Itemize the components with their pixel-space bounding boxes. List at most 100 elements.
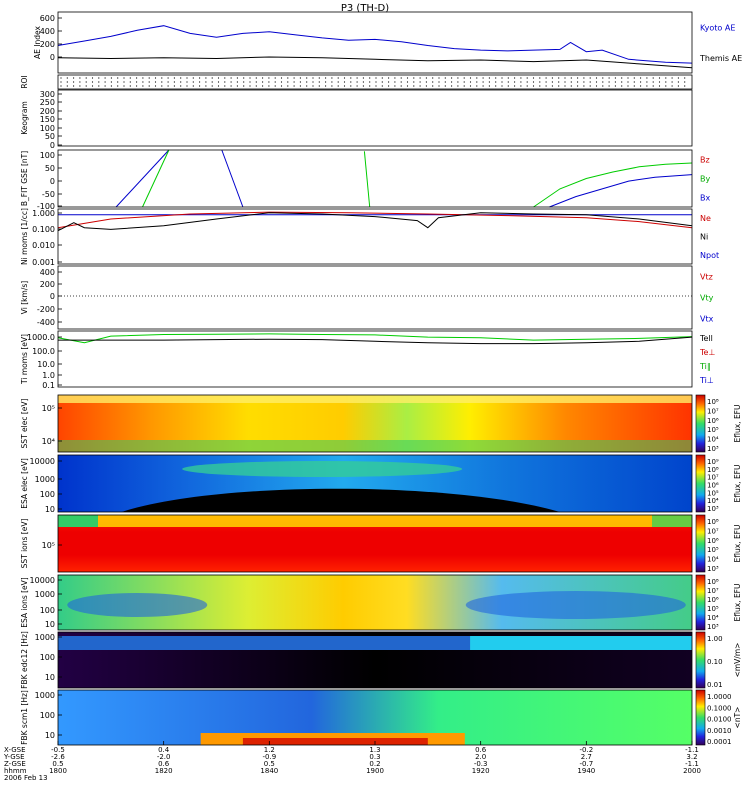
legend-ni: Ni xyxy=(700,233,708,242)
colorbar-tick: 1.0000 xyxy=(707,693,732,701)
y-tick-label: -100 xyxy=(37,202,55,211)
legend-bx: Bx xyxy=(700,194,710,203)
roi-dot xyxy=(217,81,220,83)
roi-dot xyxy=(621,81,623,83)
legend-vtx: Vtx xyxy=(700,315,714,324)
roi-dot xyxy=(640,77,642,79)
panel-fbk-b: 1000 100 10 FBK scm1 [Hz] 1.0000 0.1000 0.0100… xyxy=(20,689,742,746)
roi-dot xyxy=(463,77,465,79)
panel-frame xyxy=(57,631,693,689)
roi-dot xyxy=(343,85,346,87)
panel-fbk-e: 1000 100 10 FBK edc12 [Hz] 1.00 0.10 0.01 <mV/m… xyxy=(20,631,742,689)
roi-dot xyxy=(236,85,238,87)
x-tick-z-gse: -1.1 xyxy=(685,760,699,768)
colorbar-tick: 10³ xyxy=(707,623,719,631)
roi-dot xyxy=(85,85,87,87)
colorbar-tick: 10⁴ xyxy=(707,614,719,622)
y-tick-label: -50 xyxy=(42,190,55,199)
roi-dot xyxy=(180,81,182,83)
colorbar xyxy=(695,514,706,573)
roi-dot xyxy=(469,81,472,83)
legend-npot: Npot xyxy=(700,251,719,260)
roi-dot xyxy=(274,81,276,83)
series-bx xyxy=(221,149,244,208)
roi-dot xyxy=(356,81,358,83)
x-tick-x-gse: 1.3 xyxy=(369,746,380,754)
colorbar-tick: 10⁴ xyxy=(707,497,719,505)
roi-dot xyxy=(60,81,62,83)
legend-ne: Ne xyxy=(700,214,711,223)
y-tick-label: 10 xyxy=(45,505,55,514)
x-axis-row-label: X-GSE xyxy=(4,746,26,754)
roi-dot xyxy=(318,77,320,79)
roi-dot xyxy=(312,81,314,83)
colorbar-tick: 0.01 xyxy=(707,681,723,689)
roi-dot xyxy=(432,81,434,83)
y-tick-label: 1000 xyxy=(35,590,55,599)
y-tick-label: 10⁵ xyxy=(42,404,55,413)
roi-dot xyxy=(501,77,503,79)
colorbar-tick: 10⁴ xyxy=(707,436,719,444)
roi-dot xyxy=(362,77,364,79)
roi-dot xyxy=(230,77,232,79)
roi-dot xyxy=(608,77,610,79)
roi-dot xyxy=(318,85,320,87)
y-tick-label: 100 xyxy=(40,653,55,662)
roi-dot xyxy=(236,77,238,79)
y-tick-label: 10.0 xyxy=(37,360,55,369)
roi-dot xyxy=(117,81,119,83)
roi-dot xyxy=(570,85,572,87)
colorbar xyxy=(695,454,706,513)
roi-dot xyxy=(274,85,276,87)
panel-frame xyxy=(57,574,693,631)
roi-dot xyxy=(280,77,283,79)
roi-dot xyxy=(595,85,598,87)
x-tick-x-gse: 1.2 xyxy=(264,746,275,754)
roi-dot xyxy=(369,81,371,83)
colorbar-tick: 10⁷ xyxy=(707,407,719,415)
y-tick-label: 10 xyxy=(45,620,55,629)
y-tick-label: 1000 xyxy=(35,691,55,700)
roi-dot xyxy=(104,77,106,79)
roi-dot xyxy=(73,77,75,79)
y-tick-label: 150 xyxy=(40,115,55,124)
y-tick-label: 100 xyxy=(40,124,55,133)
y-label-sst-e: SST elec [eV] xyxy=(20,398,29,448)
roi-dot xyxy=(180,77,182,79)
roi-dot xyxy=(173,77,175,79)
roi-dot xyxy=(123,81,125,83)
y-tick-label: 100 xyxy=(40,606,55,615)
roi-dot xyxy=(224,81,226,83)
roi-dot xyxy=(167,77,169,79)
roi-dot xyxy=(362,85,364,87)
roi-dot xyxy=(60,85,62,87)
colorbar-tick: 10⁷ xyxy=(707,474,719,482)
roi-dot xyxy=(469,77,472,79)
roi-dot xyxy=(564,85,566,87)
y-tick-label: 0.001 xyxy=(32,258,55,267)
roi-dot xyxy=(451,81,453,83)
roi-dot xyxy=(463,81,465,83)
roi-dot xyxy=(262,85,264,87)
roi-dot xyxy=(520,85,522,87)
roi-dot xyxy=(558,81,560,83)
roi-dot xyxy=(375,81,377,83)
y-label-bfit: B_FIT GSE [nT] xyxy=(20,151,29,206)
roi-dot xyxy=(627,81,629,83)
roi-dot xyxy=(249,85,251,87)
roi-dot xyxy=(186,85,188,87)
roi-dot xyxy=(677,85,680,87)
roi-dot xyxy=(262,77,264,79)
colorbar-tick: 10⁸ xyxy=(707,518,719,526)
y-tick-label: 10000 xyxy=(30,576,55,585)
roi-dot xyxy=(419,81,421,83)
roi-dot xyxy=(136,77,138,79)
roi-dot xyxy=(677,77,680,79)
x-tick-x-gse: -1.1 xyxy=(685,746,699,754)
roi-dot xyxy=(526,85,528,87)
roi-dot xyxy=(167,81,169,83)
roi-dot xyxy=(646,77,648,79)
roi-dot xyxy=(652,77,654,79)
colorbar-tick: 10⁵ xyxy=(707,426,719,434)
